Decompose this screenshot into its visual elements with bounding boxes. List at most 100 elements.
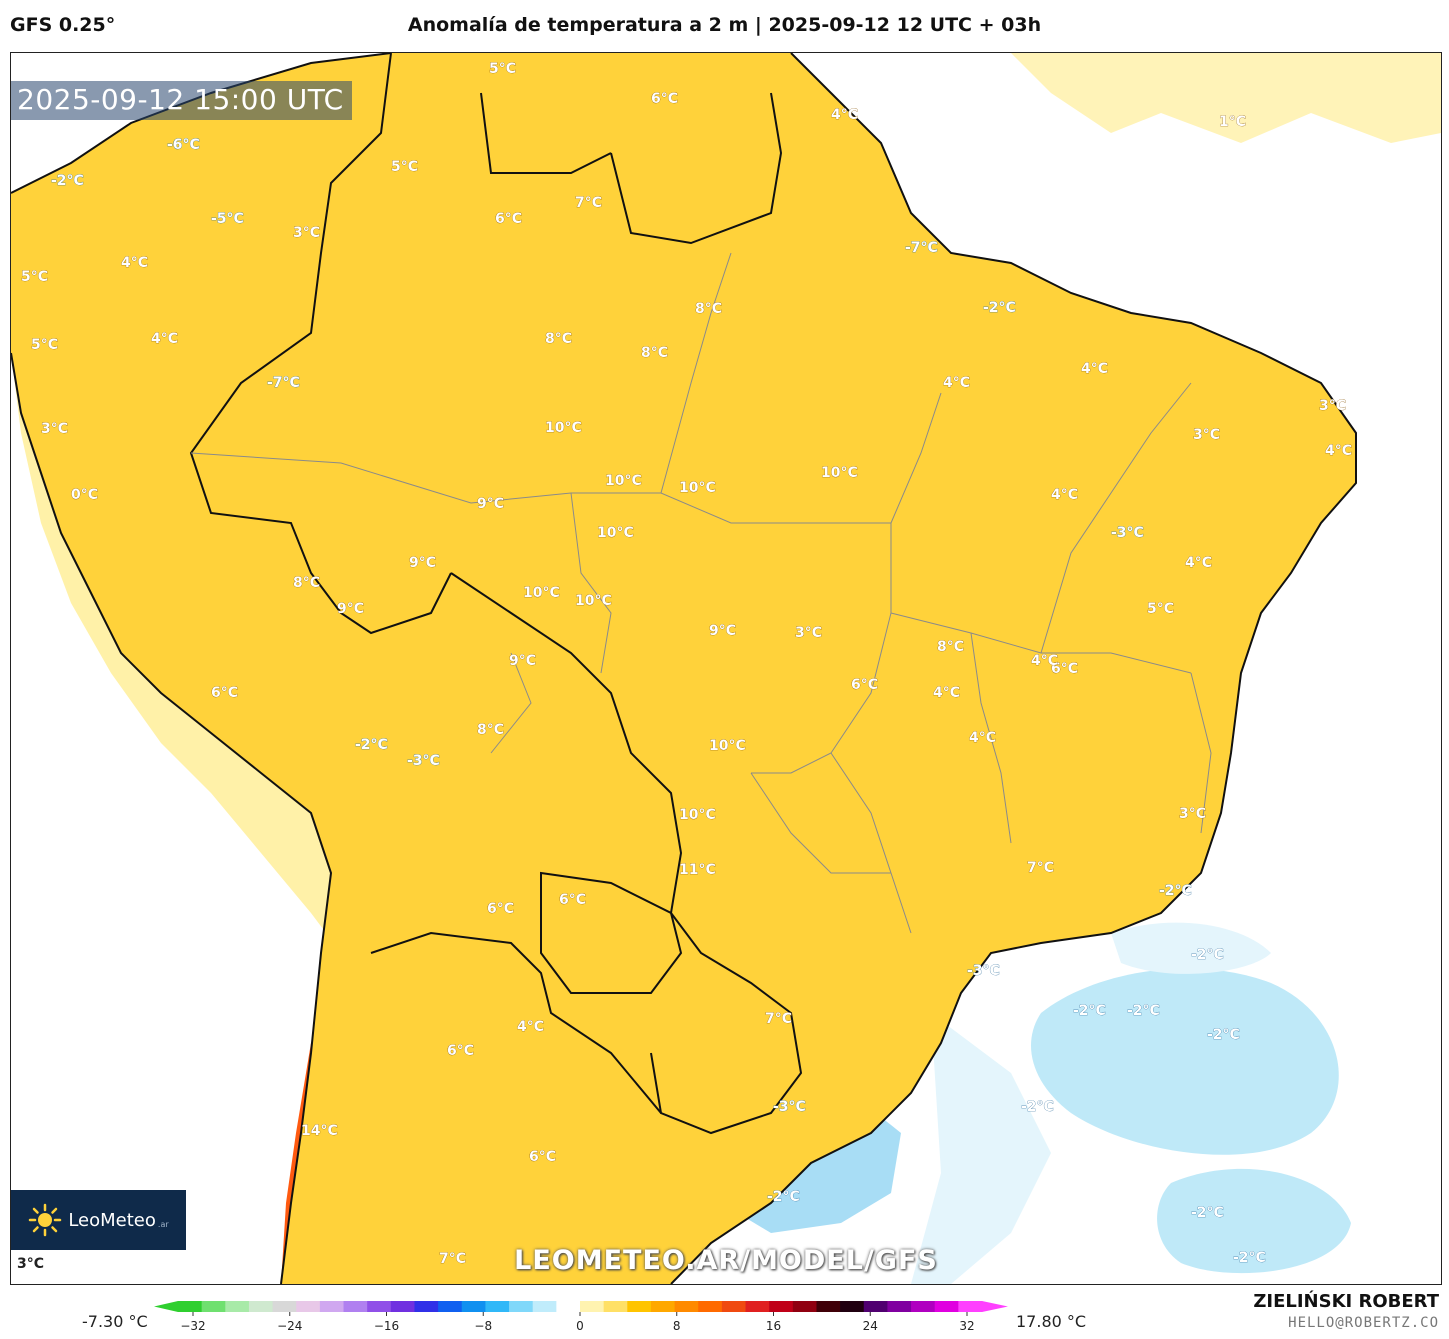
contour-label: 5°C (391, 159, 418, 175)
contour-label: 4°C (517, 1019, 544, 1035)
contour-label: -2°C (1191, 1205, 1224, 1221)
legend-cell (580, 1301, 605, 1312)
legend-cell (485, 1301, 510, 1312)
contour-label: 4°C (831, 107, 858, 123)
legend-cell (248, 1301, 274, 1312)
legend-cell (911, 1301, 936, 1312)
contour-label: -7°C (905, 240, 938, 256)
contour-label: 10°C (605, 473, 642, 489)
contour-label: 8°C (545, 331, 572, 347)
contour-label: -2°C (767, 1189, 800, 1205)
legend-tick-label: −16 (374, 1319, 399, 1333)
contour-label: -2°C (51, 173, 84, 189)
map-title: Anomalía de temperatura a 2 m | 2025-09-… (407, 14, 1042, 36)
contour-label: 5°C (31, 337, 58, 353)
contour-label: 4°C (1031, 653, 1058, 669)
contour-label: 3°C (1193, 427, 1220, 443)
legend-cell (272, 1301, 297, 1312)
contour-label: 7°C (575, 195, 602, 211)
logo-suffix: .ar (157, 1219, 169, 1229)
contour-label: 7°C (1027, 860, 1054, 876)
corner-contour-label: 3°C (17, 1256, 45, 1272)
contour-label: 3°C (1179, 806, 1206, 822)
contour-label: 4°C (1185, 555, 1212, 571)
contour-label: -2°C (983, 300, 1016, 316)
contour-label: 10°C (679, 807, 716, 823)
contour-label: 3°C (1319, 398, 1346, 414)
legend-cell (178, 1301, 203, 1312)
contour-label: 4°C (151, 331, 178, 347)
legend-cell (509, 1301, 534, 1312)
legend-cell (319, 1301, 345, 1312)
legend-min-value: -7.30 °C (82, 1312, 148, 1331)
logo-text: LeoMeteo (68, 1209, 156, 1231)
contour-label: 10°C (679, 480, 716, 496)
ocean-cool-patch (911, 1013, 1051, 1284)
contour-label: 1°C (1219, 114, 1246, 130)
contour-label: 9°C (477, 496, 504, 512)
author-name: ZIELIŃSKI ROBERT (1253, 1291, 1439, 1312)
contour-label: 6°C (851, 677, 878, 693)
legend-cell (745, 1301, 770, 1312)
contour-label: 3°C (795, 625, 822, 641)
contour-label: 10°C (575, 593, 612, 609)
legend-cell (532, 1301, 557, 1312)
contour-label: 9°C (709, 623, 736, 639)
legend-cell (390, 1301, 415, 1312)
legend-cell (201, 1301, 226, 1312)
legend-cell (603, 1301, 628, 1312)
contour-label: 4°C (943, 375, 970, 391)
legend-tick-label: 32 (959, 1319, 974, 1333)
valid-time-badge: 2025-09-12 15:00 UTC (11, 81, 352, 120)
contour-label: 6°C (651, 91, 678, 107)
contour-label: -2°C (1191, 947, 1224, 963)
contour-label: -3°C (1111, 525, 1144, 541)
contour-label: 4°C (1325, 443, 1352, 459)
contour-label: 9°C (337, 601, 364, 617)
legend-tick-label: 8 (673, 1319, 681, 1333)
contour-label: 6°C (487, 901, 514, 917)
contour-label: -2°C (1159, 883, 1192, 899)
contour-label: 4°C (1081, 361, 1108, 377)
legend-cell (934, 1301, 959, 1312)
ocean-cool-patch (1157, 1168, 1351, 1274)
contour-label: -3°C (773, 1099, 806, 1115)
legend-cell (958, 1301, 983, 1312)
contour-label: 10°C (821, 465, 858, 481)
legend-tick-label: −8 (474, 1319, 492, 1333)
contour-label: 8°C (695, 301, 722, 317)
contour-label: 4°C (933, 685, 960, 701)
contour-label: 7°C (439, 1251, 466, 1267)
contour-label: 10°C (523, 585, 560, 601)
legend-cell (698, 1301, 723, 1312)
legend-cell (343, 1301, 368, 1312)
legend-tick-label: −32 (180, 1319, 205, 1333)
contour-label: -2°C (1127, 1003, 1160, 1019)
author-email[interactable]: HELLO@ROBERTZ.CO (1288, 1315, 1439, 1331)
contour-label: 6°C (1051, 661, 1078, 677)
contour-label: 5°C (21, 269, 48, 285)
contour-label: 3°C (41, 421, 68, 437)
contour-label: 11°C (679, 862, 716, 878)
contour-label: 4°C (1051, 487, 1078, 503)
legend-cell (225, 1301, 250, 1312)
contour-label: 3°C (293, 225, 320, 241)
contour-label: 8°C (937, 639, 964, 655)
contour-label: 4°C (969, 730, 996, 746)
contour-label: 6°C (559, 892, 586, 908)
temperature-anomaly-map: 5°C6°C4°C-6°C5°C-2°C-5°C3°C4°C5°C6°C7°C-… (11, 53, 1441, 1284)
legend-cell (438, 1301, 463, 1312)
contour-label: -3°C (967, 963, 1000, 979)
legend-cell (674, 1301, 699, 1312)
legend-cell (792, 1301, 817, 1312)
contour-label: -6°C (167, 137, 200, 153)
legend-arrow-min (154, 1301, 178, 1312)
legend-cell (769, 1301, 794, 1312)
contour-label: -2°C (1073, 1003, 1106, 1019)
ocean-cool-patch (1031, 968, 1339, 1155)
legend-max-value: 17.80 °C (1016, 1312, 1087, 1331)
leometeo-logo[interactable]: LeoMeteo .ar (11, 1190, 186, 1250)
contour-label: 4°C (121, 255, 148, 271)
legend-cell (461, 1301, 486, 1312)
legend-tick-label: 0 (576, 1319, 584, 1333)
